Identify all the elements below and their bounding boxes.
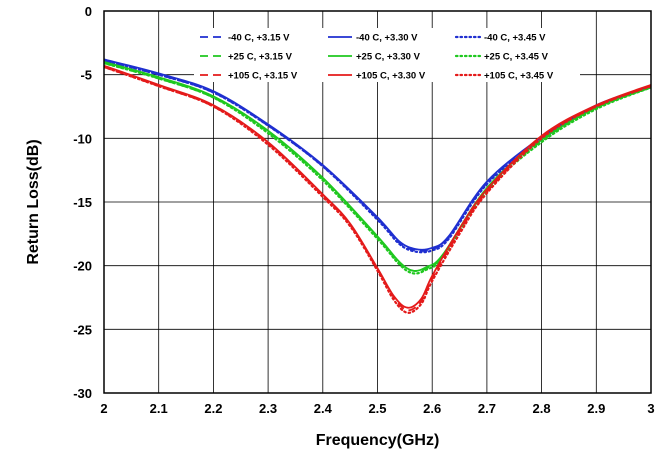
legend-label-8: +105 C, +3.45 V	[484, 71, 554, 82]
legend-label-3: +25 C, +3.15 V	[228, 52, 293, 63]
legend-label-7: +105 C, +3.30 V	[356, 71, 426, 82]
x-axis-title: Frequency(GHz)	[316, 432, 440, 449]
x-tick-label: 2.7	[478, 401, 496, 416]
x-tick-label: 2.1	[150, 401, 168, 416]
legend: -40 C, +3.15 V -40 C, +3.30 V -40 C, +3.45…	[200, 33, 554, 82]
y-tick-label: -10	[73, 131, 92, 146]
x-tick-label: 2.3	[259, 401, 277, 416]
legend-label-6: +105 C, +3.15 V	[228, 71, 298, 82]
series-line-7	[104, 64, 651, 309]
y-tick-label: -25	[73, 322, 92, 337]
series-line-8	[104, 65, 651, 314]
y-axis-title: Return Loss(dB)	[25, 139, 42, 264]
x-tick-label: 2.8	[533, 401, 551, 416]
x-tick-label: 2	[100, 401, 107, 416]
y-tick-label: 0	[85, 4, 92, 19]
x-tick-label: 2.5	[368, 401, 386, 416]
y-tick-label: -30	[73, 386, 92, 401]
y-tick-label: -20	[73, 259, 92, 274]
x-tick-label: 2.9	[587, 401, 605, 416]
x-tick-label: 2.6	[423, 401, 441, 416]
legend-label-4: +25 C, +3.30 V	[356, 52, 421, 63]
x-tick-labels: 2 2.1 2.2 2.3 2.4 2.5 2.6 2.7 2.8 2.9 3	[100, 401, 654, 416]
legend-background	[194, 28, 580, 82]
legend-label-5: +25 C, +3.45 V	[484, 52, 549, 63]
series-line-4	[104, 61, 651, 272]
series-lines	[104, 58, 651, 314]
legend-label-0: -40 C, +3.15 V	[228, 33, 290, 44]
plot-frame	[103, 10, 652, 394]
x-tick-label: 2.4	[314, 401, 333, 416]
series-line-2	[104, 59, 651, 254]
y-tick-label: -5	[80, 68, 92, 83]
y-tick-labels: 0 -5 -10 -15 -20 -25 -30	[73, 4, 92, 401]
y-tick-label: -15	[73, 195, 92, 210]
series-line-5	[104, 62, 651, 275]
x-tick-label: 2.2	[204, 401, 222, 416]
x-tick-label: 3	[647, 401, 654, 416]
legend-label-2: -40 C, +3.45 V	[484, 33, 546, 44]
legend-label-1: -40 C, +3.30 V	[356, 33, 418, 44]
